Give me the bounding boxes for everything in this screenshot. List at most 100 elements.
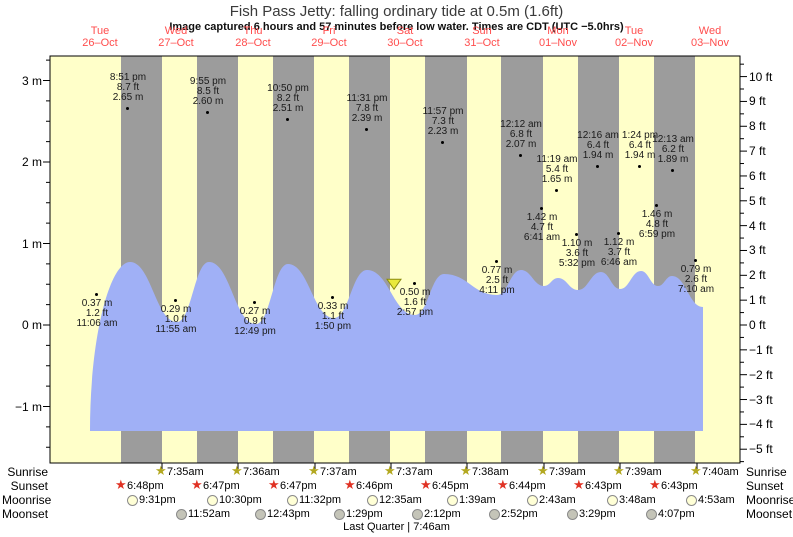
annotation-line: 3.6 ft <box>565 248 589 260</box>
astro-time: 6:47pm <box>203 480 240 492</box>
low-tide-annotation: 0.27 m 0.9 ft 12:49 pm <box>213 306 297 337</box>
moonset-circle-icon <box>255 509 266 520</box>
right-axis-tick-label: 3 ft <box>749 243 766 258</box>
annotation-line: 0.79 m <box>680 263 712 275</box>
day-date: 29–Oct <box>311 37 347 49</box>
sunrise-star-icon: ★ <box>537 463 549 478</box>
astro-time: 2:52pm <box>501 508 538 520</box>
sunrise-star-icon: ★ <box>460 463 472 478</box>
astro-row-label-left: Moonrise <box>2 493 52 507</box>
day-label: Tue 26–Oct <box>82 25 117 49</box>
annotation-line: 2.6 ft <box>684 273 708 285</box>
right-axis-tick-label: 7 ft <box>749 144 766 159</box>
low-tide-annotation: 0.29 m 1.0 ft 11:55 am <box>134 305 218 335</box>
annotation-line: 6.4 ft <box>628 139 652 151</box>
tide-dot <box>617 231 620 235</box>
day-label: Tue 02–Nov <box>615 25 653 49</box>
annotation-line: 11:55 am <box>155 324 197 336</box>
annotation-line: 1.0 ft <box>164 314 188 326</box>
day-weekday: Mon <box>547 25 569 37</box>
day-date: 30–Oct <box>387 37 423 49</box>
high-tide-annotation: 8:51 pm 8.7 ft 2.65 m <box>86 73 170 103</box>
annotation-line: 1.94 m <box>582 149 614 161</box>
day-label: Sun 31–Oct <box>464 25 499 49</box>
annotation-line: 9:55 pm <box>189 76 227 88</box>
astro-time: 11:52am <box>188 508 230 520</box>
tide-dot <box>441 141 444 145</box>
right-axis-tick-label: −3 ft <box>749 392 773 407</box>
high-tide-annotation: 11:31 pm 7.8 ft 2.39 m <box>325 94 409 124</box>
astro-row-label-left: Sunset <box>10 479 48 493</box>
annotation-line: 3.7 ft <box>607 246 631 258</box>
left-axis-tick-label: 0 m <box>21 318 42 332</box>
moonrise-circle-icon <box>686 495 697 506</box>
low-tide-annotation: 0.50 m 1.6 ft 2:57 pm <box>373 288 457 318</box>
day-date: 03–Nov <box>691 37 729 49</box>
left-axis-tick-label: 3 m <box>21 73 42 88</box>
tide-dot <box>331 296 334 300</box>
tide-dot <box>286 118 289 122</box>
left-axis-tick-label: 1 m <box>21 236 42 251</box>
annotation-line: 1.12 m <box>603 236 635 248</box>
day-weekday: Tue <box>624 25 644 37</box>
annotation-line: 4:11 pm <box>479 285 515 297</box>
astro-row-label-left: Sunrise <box>7 465 48 479</box>
moonrise-circle-icon <box>447 495 458 506</box>
right-axis-tick-label: 10 ft <box>749 69 773 84</box>
day-label: Fri 29–Oct <box>311 25 346 49</box>
annotation-line: 4.7 ft <box>530 222 554 234</box>
sunrise-star-icon: ★ <box>690 463 702 478</box>
astro-time: 7:38am <box>472 466 509 478</box>
astro-row-label-left: Moonset <box>2 507 49 521</box>
tide-dot <box>694 258 697 262</box>
moonrise-circle-icon <box>287 495 298 506</box>
annotation-line: 7:10 am <box>677 283 715 295</box>
astro-time: 7:37am <box>320 466 357 478</box>
annotation-line: 6.4 ft <box>586 139 610 151</box>
annotation-line: 2.23 m <box>427 126 459 138</box>
astro-row-label-right: Moonrise <box>746 493 793 507</box>
day-label: Wed 03–Nov <box>691 25 729 49</box>
astro-time: 7:36am <box>243 466 280 478</box>
annotation-line: 7.8 ft <box>355 103 379 115</box>
moonrise-circle-icon <box>607 495 618 506</box>
day-date: 27–Oct <box>158 37 194 49</box>
annotation-line: 11:31 pm <box>346 93 388 105</box>
tide-dot <box>596 164 599 168</box>
astro-time: 2:12pm <box>424 508 461 520</box>
annotation-line: 1:50 pm <box>314 321 352 333</box>
current-tide-marker-icon <box>386 278 402 291</box>
high-tide-annotation: 9:55 pm 8.5 ft 2.60 m <box>166 77 250 107</box>
annotation-line: 1.46 m <box>641 209 673 220</box>
astro-time: 6:47pm <box>280 480 317 492</box>
astro-time: 6:48pm <box>127 480 164 492</box>
annotation-line: 12:12 am <box>500 119 542 131</box>
annotation-line: 2.65 m <box>112 92 144 104</box>
tide-dot <box>174 299 177 303</box>
annotation-line: 10:50 pm <box>267 83 309 95</box>
annotation-line: 0.9 ft <box>243 315 267 327</box>
astro-time: 9:31pm <box>139 494 176 506</box>
astro-time: 6:43pm <box>585 480 622 492</box>
astro-time: 4:53am <box>698 494 735 506</box>
right-axis-tick-label: 9 ft <box>749 94 766 109</box>
sunrise-star-icon: ★ <box>384 463 396 478</box>
astro-time: 6:45pm <box>432 480 469 492</box>
low-tide-annotation: 0.37 m 1.2 ft 11:06 am <box>55 298 139 329</box>
astro-time: 2:43am <box>539 494 576 506</box>
astro-time: 10:30pm <box>219 494 262 506</box>
astro-time: 12:43pm <box>267 508 310 520</box>
day-weekday: Fri <box>322 25 336 37</box>
annotation-line: 1.2 ft <box>85 307 109 319</box>
annotation-line: 1.6 ft <box>403 297 427 309</box>
astro-time: 1:39am <box>459 494 496 506</box>
moonrise-circle-icon <box>207 495 218 506</box>
astro-row-label-right: Sunset <box>746 479 784 493</box>
right-axis-tick-label: 6 ft <box>749 168 766 183</box>
annotation-line: 2.51 m <box>272 103 304 115</box>
day-label: Thu 28–Oct <box>235 25 270 49</box>
sunrise-star-icon: ★ <box>231 463 243 478</box>
astro-time: 6:46pm <box>356 480 393 492</box>
plot-border <box>49 55 741 464</box>
